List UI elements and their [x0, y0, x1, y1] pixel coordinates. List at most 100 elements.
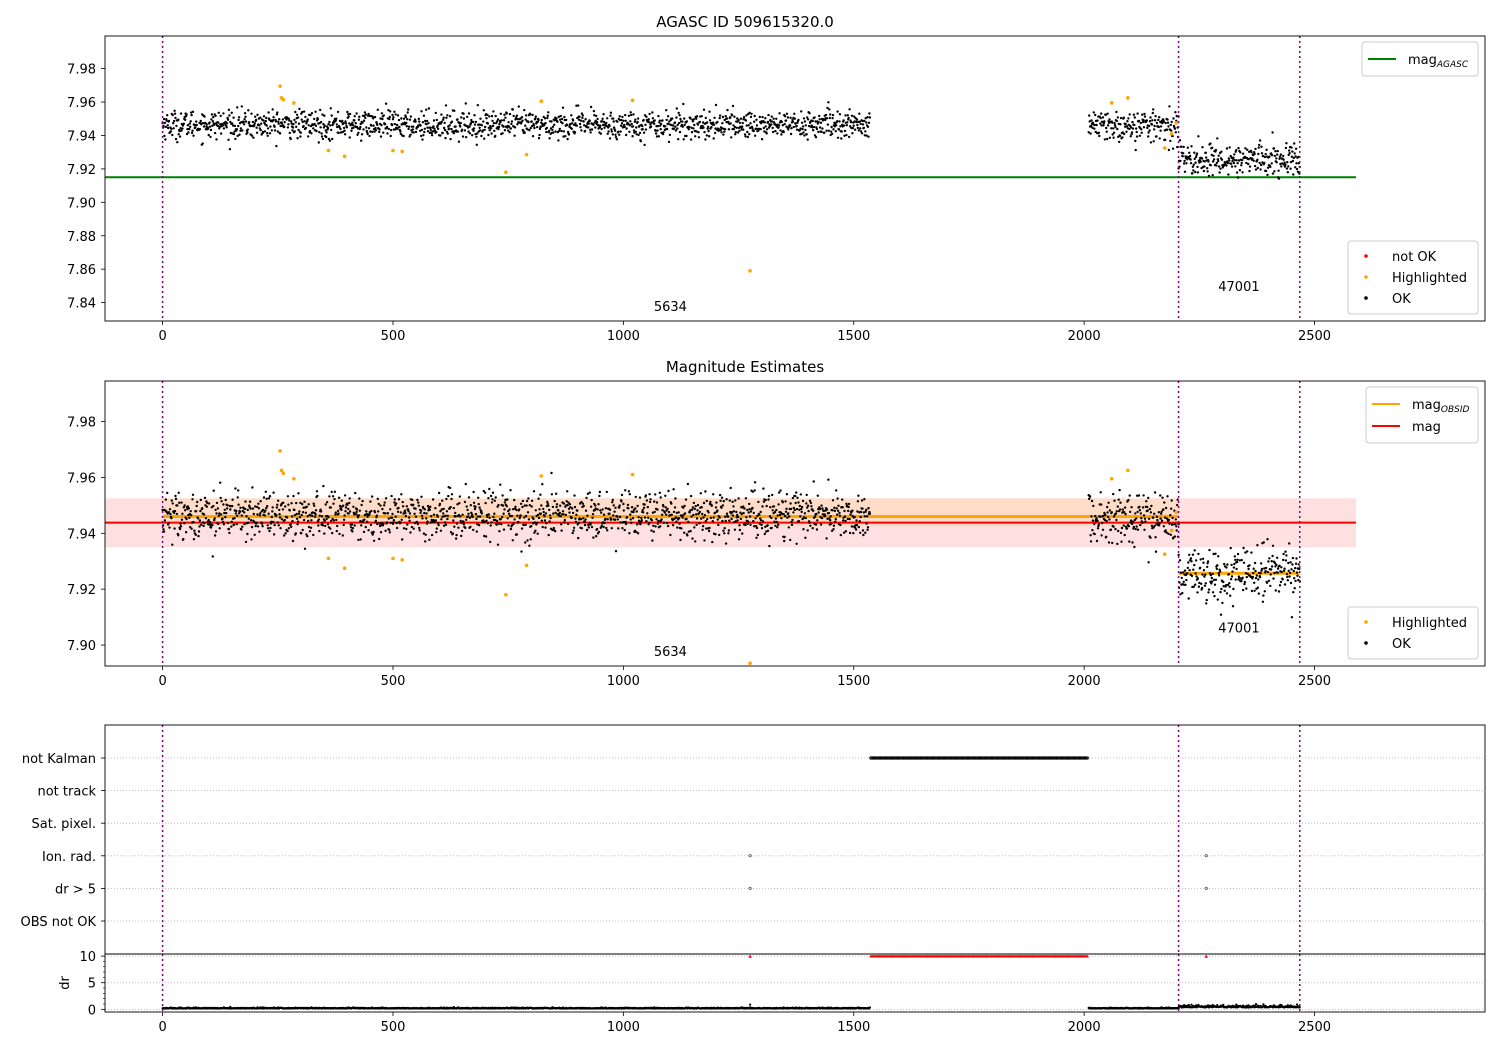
ok-point — [573, 505, 577, 509]
ok-point — [1127, 525, 1131, 528]
ok-point — [429, 128, 432, 132]
ok-point — [270, 129, 273, 132]
ok-point — [545, 130, 548, 134]
ok-point — [555, 503, 559, 506]
ok-point — [715, 501, 718, 504]
ok-point — [735, 126, 738, 129]
ok-point — [1236, 558, 1239, 561]
ok-point — [191, 110, 195, 114]
ok-point — [1204, 151, 1208, 154]
ok-point — [1243, 582, 1246, 586]
legend-point-swatch — [1364, 641, 1368, 645]
ok-point — [279, 527, 282, 530]
ok-point — [176, 504, 179, 507]
ok-point — [230, 525, 233, 528]
ok-point — [404, 115, 408, 119]
ok-points — [161, 101, 1302, 180]
legend-box — [1347, 240, 1479, 315]
ok-point — [1210, 153, 1214, 157]
ok-points — [161, 471, 1302, 619]
ok-point — [314, 110, 317, 114]
highlighted-point — [1169, 528, 1174, 533]
ok-point — [231, 498, 234, 501]
ok-point — [619, 124, 623, 127]
ok-point — [1154, 550, 1158, 553]
ok-point — [1150, 524, 1154, 527]
ok-point — [1226, 161, 1230, 165]
ok-point — [864, 531, 867, 534]
ok-point — [372, 124, 375, 127]
ok-point — [331, 531, 334, 535]
ok-point — [190, 113, 193, 117]
ok-point — [523, 516, 526, 519]
ok-point — [180, 129, 183, 132]
ok-point — [721, 519, 724, 523]
ok-point — [853, 128, 857, 131]
ok-point — [1215, 567, 1219, 571]
ok-point — [641, 128, 644, 131]
ok-point — [207, 502, 211, 505]
ok-point — [629, 513, 632, 516]
ok-point — [1298, 567, 1301, 571]
ok-point — [567, 501, 570, 504]
ok-point — [789, 507, 793, 511]
ok-point — [792, 511, 795, 514]
ok-point — [253, 122, 256, 125]
ok-point — [865, 121, 868, 124]
ok-point — [801, 125, 805, 128]
ok-point — [329, 527, 332, 530]
ok-point — [459, 121, 462, 125]
ok-point — [826, 517, 829, 521]
ok-point — [1099, 491, 1102, 494]
ok-point — [722, 529, 725, 532]
ok-point — [818, 507, 822, 511]
ok-point — [467, 112, 471, 115]
ok-point — [829, 113, 832, 116]
ok-point — [566, 490, 569, 493]
ok-point — [222, 503, 225, 506]
ok-point — [1207, 174, 1211, 178]
ok-point — [452, 132, 455, 135]
highlighted-point — [342, 154, 347, 159]
ok-point — [816, 494, 819, 497]
ok-point — [335, 518, 338, 522]
ok-point — [191, 498, 194, 501]
ok-point — [351, 121, 354, 125]
ok-point — [1135, 525, 1138, 528]
ok-point — [265, 116, 268, 120]
ok-point — [309, 124, 313, 128]
ok-point — [695, 523, 698, 526]
ok-point — [1287, 153, 1290, 157]
ok-point — [406, 111, 409, 114]
ok-point — [278, 132, 282, 135]
ok-point — [293, 130, 296, 133]
ok-point — [396, 114, 400, 117]
ok-point — [610, 527, 613, 530]
ok-point — [844, 114, 847, 117]
ok-point — [437, 523, 440, 527]
ok-point — [222, 127, 226, 130]
ok-point — [424, 533, 427, 536]
ok-point — [614, 550, 618, 553]
ok-point — [642, 131, 646, 134]
ok-point — [530, 525, 533, 528]
flag-category-label: Sat. pixel. — [32, 817, 96, 832]
ok-point — [586, 492, 590, 495]
ok-point — [1134, 527, 1137, 531]
ok-point — [1280, 570, 1284, 574]
ok-point — [866, 116, 869, 119]
ok-point — [862, 533, 865, 537]
ok-point — [520, 116, 524, 119]
ok-point — [575, 104, 578, 107]
ok-point — [173, 509, 177, 513]
ok-point — [1288, 149, 1291, 152]
ok-point — [478, 515, 482, 518]
ok-point — [194, 126, 197, 129]
ok-point — [1175, 114, 1178, 118]
ok-point — [227, 138, 230, 141]
ok-point — [1258, 139, 1262, 142]
ok-point — [1188, 569, 1191, 572]
ok-point — [648, 112, 651, 116]
legend-point-swatch — [1364, 275, 1368, 279]
highlighted-point — [1162, 146, 1167, 150]
